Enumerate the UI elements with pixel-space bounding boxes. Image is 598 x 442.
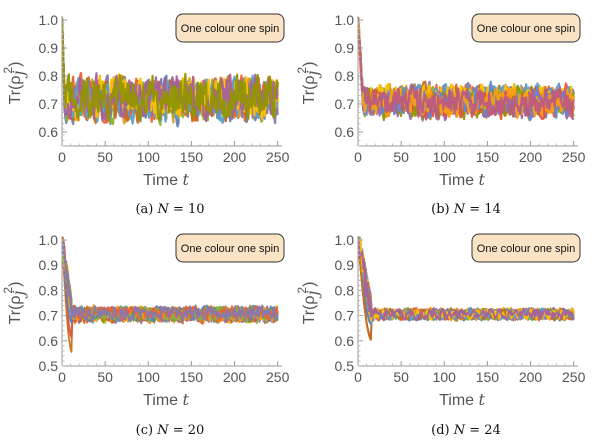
x-axis-label: Time t xyxy=(439,170,485,189)
y-tick-label: 1.0 xyxy=(335,12,355,28)
x-tick-label: 0 xyxy=(354,369,362,385)
x-tick-label: 250 xyxy=(562,369,586,385)
y-axis-label: Tr(ρj2) xyxy=(295,282,322,325)
x-tick-label: 200 xyxy=(223,149,247,165)
y-tick-label: 0.8 xyxy=(39,282,59,298)
y-tick-label: 0.6 xyxy=(39,333,59,349)
panel-caption: (b) N = 14 xyxy=(431,202,501,217)
y-tick-label: 0.9 xyxy=(335,40,355,56)
annotation-box: One colour one spin xyxy=(175,233,285,263)
series-group xyxy=(62,236,279,353)
x-tick-label: 100 xyxy=(433,149,457,165)
annotation-background xyxy=(175,13,285,43)
series-line xyxy=(62,19,279,123)
y-axis-label: Tr(ρj2) xyxy=(1,282,28,325)
x-tick-label: 150 xyxy=(476,149,500,165)
x-tick-label: 150 xyxy=(180,369,204,385)
y-tick-label: 0.6 xyxy=(335,333,355,349)
series-group xyxy=(358,236,575,341)
annotation-background xyxy=(471,233,581,263)
x-tick-label: 150 xyxy=(180,149,204,165)
x-tick-label: 250 xyxy=(266,369,290,385)
annotation-text: One colour one spin xyxy=(181,23,279,35)
panel-c: 0 50 100 150 200 250 0.5 0.6 0.7 0.8 0.9 1.0 Time t T… xyxy=(1,232,290,438)
y-axis-label: Tr(ρj2) xyxy=(1,62,28,105)
annotation-text: One colour one spin xyxy=(477,243,575,255)
x-tick-label: 200 xyxy=(519,369,543,385)
y-tick-label: 0.7 xyxy=(335,96,355,112)
x-tick-label: 50 xyxy=(393,369,409,385)
series-line xyxy=(358,237,575,322)
y-tick-label: 0.6 xyxy=(39,124,59,140)
x-tick-label: 200 xyxy=(519,149,543,165)
x-tick-label: 200 xyxy=(223,369,247,385)
panel-caption: (c) N = 20 xyxy=(136,423,205,438)
annotation-text: One colour one spin xyxy=(477,23,575,35)
x-axis-label: Time t xyxy=(143,390,189,409)
y-tick-label: 0.8 xyxy=(39,68,59,84)
series-line xyxy=(358,26,575,119)
y-tick-label: 0.5 xyxy=(39,358,59,374)
x-tick-label: 250 xyxy=(562,149,586,165)
annotation-text: One colour one spin xyxy=(181,243,279,255)
x-tick-label: 50 xyxy=(393,149,409,165)
x-tick-label: 0 xyxy=(58,369,66,385)
y-tick-label: 1.0 xyxy=(39,232,59,248)
annotation-box: One colour one spin xyxy=(471,13,581,43)
x-axis-label: Time t xyxy=(143,170,189,189)
x-tick-label: 250 xyxy=(266,149,290,165)
y-tick-label: 0.5 xyxy=(335,358,355,374)
x-tick-label: 50 xyxy=(97,369,113,385)
y-tick-label: 0.9 xyxy=(39,40,59,56)
x-tick-label: 0 xyxy=(58,149,66,165)
series-group xyxy=(62,17,279,128)
y-tick-label: 0.7 xyxy=(335,308,355,324)
panel-d: 0 50 100 150 200 250 0.5 0.6 0.7 0.8 0.9 1.0 Time t T… xyxy=(295,232,586,438)
y-tick-label: 0.7 xyxy=(39,308,59,324)
annotation-background xyxy=(175,233,285,263)
panel-a: 0 50 100 150 200 250 0.6 0.7 0.8 0.9 1.0 Time t Tr(ρ… xyxy=(1,12,290,217)
panel-caption: (d) N = 24 xyxy=(431,423,501,438)
series-line xyxy=(62,241,279,323)
annotation-background xyxy=(471,13,581,43)
y-axis-label: Tr(ρj2) xyxy=(295,62,322,105)
panel-caption: (a) N = 10 xyxy=(135,202,204,217)
x-tick-label: 100 xyxy=(137,149,161,165)
y-tick-label: 0.9 xyxy=(39,257,59,273)
x-tick-label: 100 xyxy=(433,369,457,385)
annotation-box: One colour one spin xyxy=(175,13,285,43)
y-tick-label: 1.0 xyxy=(39,12,59,28)
series-group xyxy=(358,17,575,122)
y-tick-label: 0.7 xyxy=(39,96,59,112)
y-tick-label: 0.9 xyxy=(335,257,355,273)
y-tick-label: 0.8 xyxy=(335,282,355,298)
x-tick-label: 50 xyxy=(97,149,113,165)
x-axis-label: Time t xyxy=(439,390,485,409)
y-tick-label: 0.8 xyxy=(335,68,355,84)
x-tick-label: 0 xyxy=(354,149,362,165)
y-tick-label: 0.6 xyxy=(335,124,355,140)
x-tick-label: 150 xyxy=(476,369,500,385)
annotation-box: One colour one spin xyxy=(471,233,581,263)
x-tick-label: 100 xyxy=(137,369,161,385)
panel-b: 0 50 100 150 200 250 0.6 0.7 0.8 0.9 1.0 Time t Tr(ρ… xyxy=(295,12,586,217)
y-tick-label: 1.0 xyxy=(335,232,355,248)
